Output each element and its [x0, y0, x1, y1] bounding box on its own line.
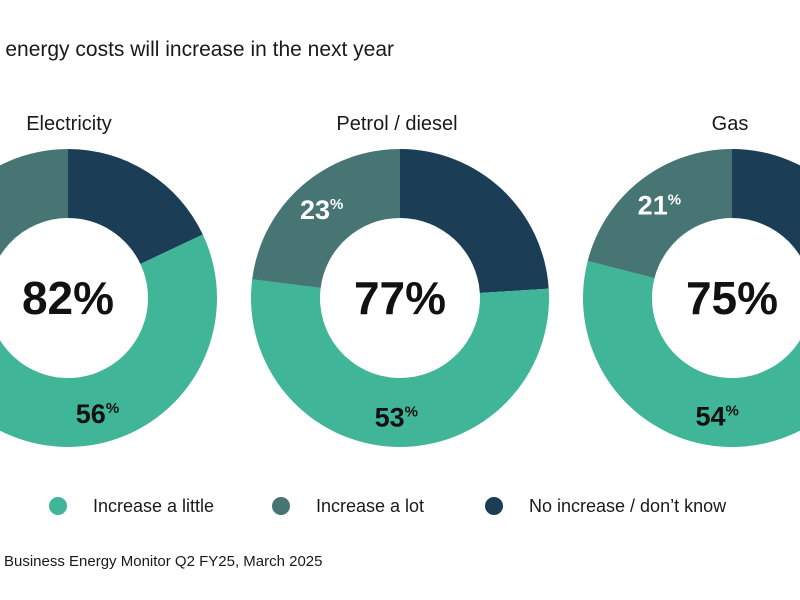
legend-label-increase-lot: Increase a lot [316, 495, 425, 516]
source-note: Business Energy Monitor Q2 FY25, March 2… [4, 553, 323, 570]
donut-segment-electricity-increase-lot [0, 149, 68, 256]
donut-segment-electricity-no-increase [68, 149, 203, 264]
legend-swatch-increase-little [49, 497, 67, 515]
donut-total-petrol: 77% [354, 272, 446, 324]
donut-label-petrol: Petrol / diesel [336, 113, 458, 135]
donut-total-electricity: 82% [22, 272, 114, 324]
donut-value-label-gas-increase-lot: 21% [638, 190, 681, 220]
donut-value-label-electricity-increase-little: 56% [76, 399, 119, 429]
donut-segment-petrol-increase-lot [252, 149, 400, 288]
chart-title: at energy costs will increase in the nex… [0, 38, 395, 61]
legend-swatch-increase-lot [272, 497, 290, 515]
donut-segment-petrol-increase-little [251, 279, 550, 448]
donut-value-label-petrol-increase-little: 53% [375, 402, 418, 432]
donut-label-electricity: Electricity [26, 113, 112, 135]
donut-segment-petrol-no-increase [400, 149, 549, 293]
legend-item-increase-lot: Increase a lot [272, 492, 424, 520]
donut-segment-electricity-increase-little [0, 234, 217, 447]
legend-item-no-increase: No increase / don’t know [485, 492, 726, 520]
donut-label-gas: Gas [711, 113, 749, 135]
legend: Increase a little Increase a lot No incr… [0, 492, 800, 522]
donut-segment-gas-no-increase [732, 149, 800, 256]
donut-value-label-gas-increase-little: 54% [695, 402, 738, 432]
legend-swatch-no-increase [485, 497, 503, 515]
legend-label-increase-little: Increase a little [93, 495, 215, 516]
donut-value-label-petrol-increase-lot: 23% [300, 195, 343, 225]
legend-item-increase-little: Increase a little [49, 492, 214, 520]
donut-segment-gas-increase-little [583, 260, 800, 447]
legend-label-no-increase: No increase / don’t know [529, 495, 727, 516]
donut-total-gas: 75% [686, 272, 778, 324]
donut-segment-gas-increase-lot [587, 149, 732, 279]
